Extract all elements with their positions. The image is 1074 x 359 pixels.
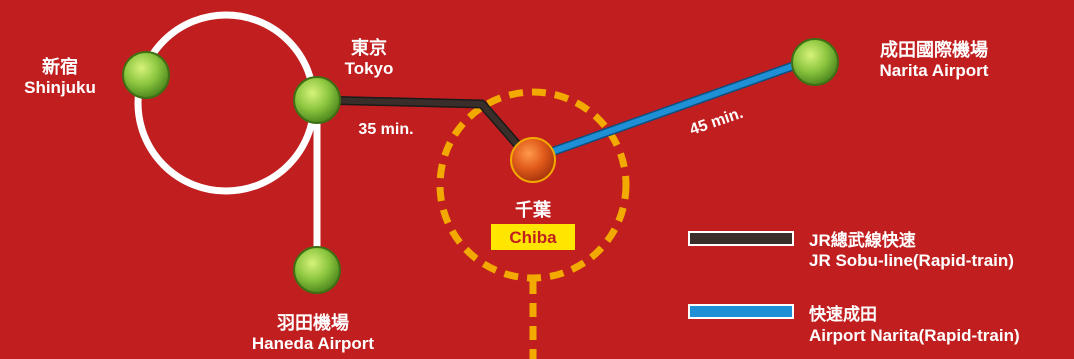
station-narita-marker[interactable] — [791, 38, 839, 86]
legend: JR總武線快速 JR Sobu-line(Rapid-train) 快速成田 A… — [688, 230, 1020, 345]
station-shinjuku-marker[interactable] — [122, 51, 170, 99]
station-narita-name-en: Narita Airport — [880, 61, 989, 80]
station-haneda-name-cn: 羽田機場 — [277, 312, 349, 333]
station-chiba-name-bg — [491, 224, 575, 250]
station-chiba-marker[interactable] — [510, 137, 556, 183]
legend-sobu-swatch — [688, 231, 794, 246]
travel-time-tokyo-chiba: 35 min. — [358, 121, 413, 138]
narita-line — [538, 57, 812, 159]
station-narita-name-cn: 成田國際機場 — [880, 39, 988, 60]
legend-sobu-name-en: JR Sobu-line(Rapid-train) — [809, 251, 1014, 270]
station-chiba-name-cn: 千葉 — [515, 200, 552, 220]
station-tokyo-name-cn: 東京 — [351, 37, 387, 58]
station-tokyo-marker[interactable] — [293, 76, 341, 124]
station-haneda-name-en: Haneda Airport — [252, 334, 375, 353]
station-shinjuku-name-cn: 新宿 — [42, 56, 78, 77]
legend-sobu-name-cn: JR總武線快速 — [809, 230, 916, 250]
station-shinjuku-name-en: Shinjuku — [24, 78, 96, 97]
station-tokyo-name-en: Tokyo — [345, 59, 394, 78]
station-chiba-name-en: Chiba — [509, 228, 557, 247]
station-haneda-marker[interactable] — [293, 246, 341, 294]
legend-airport-narita-name-en: Airport Narita(Rapid-train) — [809, 326, 1020, 345]
sobu-line-inner — [316, 97, 525, 152]
legend-airport-narita-name-cn: 快速成田 — [809, 304, 877, 324]
chiba-highlight-ring — [436, 88, 630, 282]
legend-airport-narita-swatch — [688, 304, 794, 319]
